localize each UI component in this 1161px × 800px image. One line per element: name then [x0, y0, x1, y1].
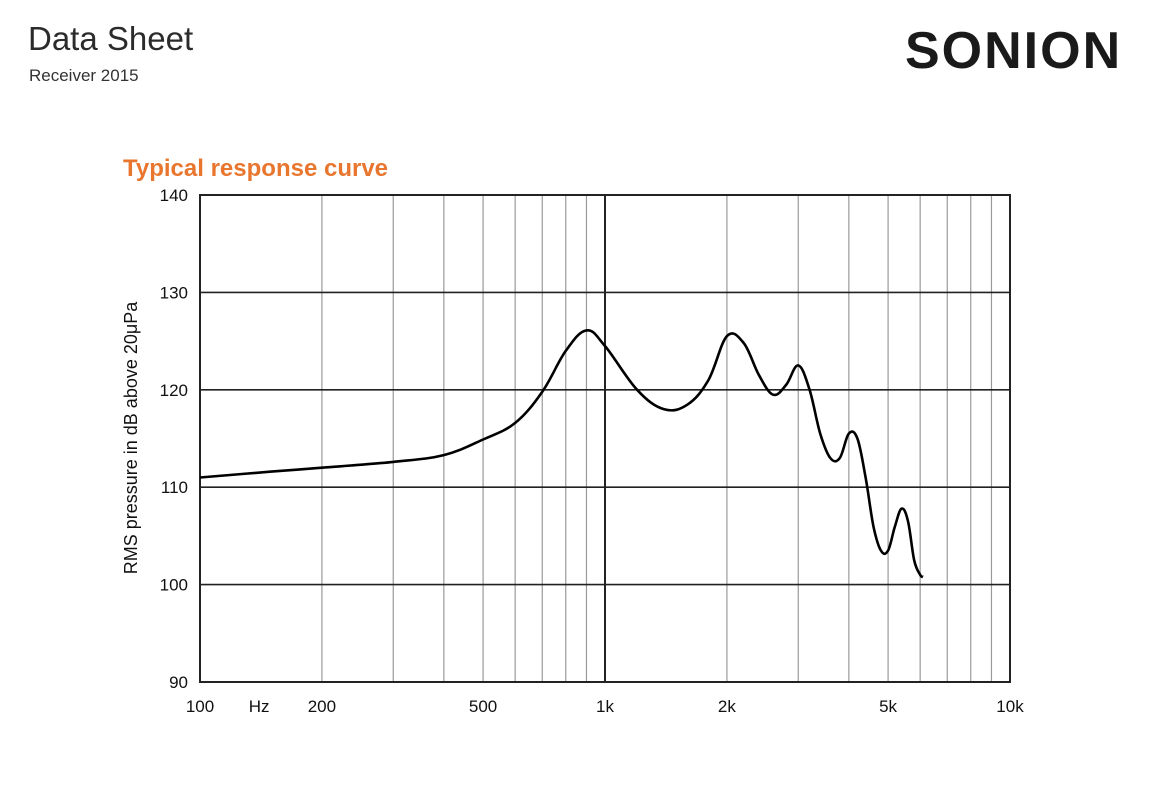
response-curve-line: [199, 329, 924, 579]
document-subtitle: Receiver 2015: [29, 66, 139, 85]
x-tick-label: 10k: [996, 697, 1024, 716]
chart-title: Typical response curve: [123, 155, 389, 182]
x-tick-label: 2k: [718, 697, 736, 716]
y-axis-label: RMS pressure in dB above 20μPa: [121, 301, 141, 575]
y-tick-label: 130: [160, 283, 188, 302]
y-tick-label: 120: [160, 381, 188, 400]
curve-layer: [199, 329, 924, 579]
x-tick-label: 500: [469, 697, 497, 716]
plot-frame: [199, 194, 1011, 683]
y-tick-label: 90: [169, 673, 188, 692]
x-tick-label: Hz: [249, 697, 270, 716]
x-tick-label: 5k: [879, 697, 897, 716]
x-tick-label: 100: [186, 697, 214, 716]
y-tick-label: 140: [160, 186, 188, 205]
y-tick-label: 110: [161, 478, 188, 497]
x-tick-label: 200: [308, 697, 336, 716]
y-tick-label: 100: [160, 576, 188, 595]
tick-labels: 100 Hz 200 500 1k 2k 5k 10k 90 100 110 120 130 140: [160, 186, 1025, 716]
logo-text: SONION: [905, 22, 1122, 78]
document-title: Data Sheet: [28, 20, 194, 57]
sonion-logo: SONION: [905, 22, 1122, 78]
grid-lines: [199, 194, 1011, 683]
x-tick-label: 1k: [596, 697, 614, 716]
